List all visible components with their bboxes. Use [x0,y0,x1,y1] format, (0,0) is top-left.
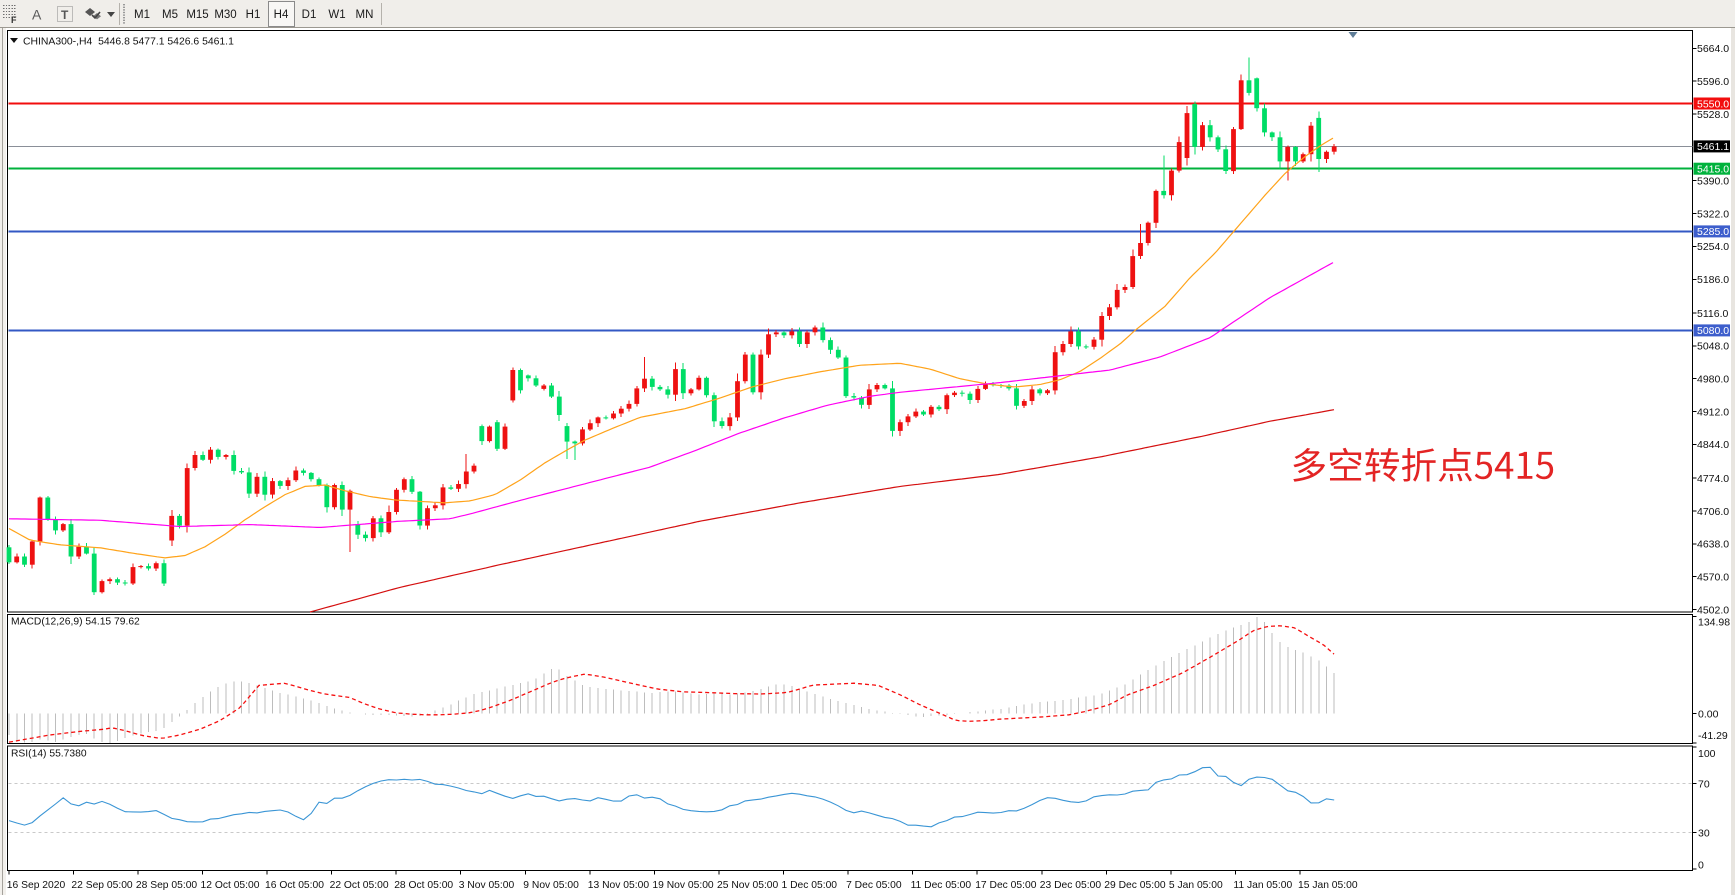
svg-text:70: 70 [1698,779,1710,791]
svg-text:11 Dec 05:00: 11 Dec 05:00 [911,880,972,891]
svg-text:28 Oct 05:00: 28 Oct 05:00 [394,880,453,891]
svg-text:4638.0: 4638.0 [1697,539,1729,551]
svg-text:5550.0: 5550.0 [1697,98,1729,110]
svg-text:9 Nov 05:00: 9 Nov 05:00 [523,880,579,891]
svg-text:5461.1: 5461.1 [1697,141,1729,153]
svg-text:-41.29: -41.29 [1698,730,1728,742]
svg-text:4706.0: 4706.0 [1697,506,1729,518]
svg-text:H1: H1 [246,9,261,21]
svg-text:7 Dec 05:00: 7 Dec 05:00 [846,880,902,891]
svg-text:100: 100 [1698,748,1716,760]
svg-text:4980.0: 4980.0 [1697,374,1729,386]
svg-text:5415.0: 5415.0 [1697,164,1729,176]
svg-text:30: 30 [1698,827,1710,839]
svg-text:0: 0 [1698,860,1704,872]
svg-text:5322.0: 5322.0 [1697,208,1729,220]
svg-text:29 Dec 05:00: 29 Dec 05:00 [1104,880,1166,891]
svg-text:D1: D1 [302,9,317,21]
svg-text:3 Nov 05:00: 3 Nov 05:00 [459,880,515,891]
svg-text:23 Dec 05:00: 23 Dec 05:00 [1040,880,1102,891]
svg-text:5186.0: 5186.0 [1697,274,1729,286]
svg-text:28 Sep 05:00: 28 Sep 05:00 [136,880,198,891]
svg-text:4570.0: 4570.0 [1697,572,1729,584]
svg-text:5528.0: 5528.0 [1697,109,1729,121]
svg-text:0.00: 0.00 [1698,708,1719,720]
svg-text:12 Oct 05:00: 12 Oct 05:00 [201,880,260,891]
svg-text:5664.0: 5664.0 [1697,43,1729,55]
svg-text:RSI(14) 55.7380: RSI(14) 55.7380 [11,749,87,760]
svg-text:H4: H4 [274,9,289,21]
svg-text:M5: M5 [162,9,178,21]
svg-text:16 Oct 05:00: 16 Oct 05:00 [265,880,324,891]
svg-text:5116.0: 5116.0 [1697,308,1728,320]
svg-text:4912.0: 4912.0 [1697,406,1729,418]
svg-text:T: T [61,8,69,22]
svg-text:W1: W1 [328,9,345,21]
svg-text:5596.0: 5596.0 [1697,76,1729,88]
svg-text:A: A [32,7,42,23]
svg-text:5 Jan 05:00: 5 Jan 05:00 [1169,880,1223,891]
svg-text:15 Jan 05:00: 15 Jan 05:00 [1298,880,1358,891]
svg-text:16 Sep 2020: 16 Sep 2020 [7,880,66,891]
svg-text:5254.0: 5254.0 [1697,241,1729,253]
svg-text:5048.0: 5048.0 [1697,341,1729,353]
svg-text:11 Jan 05:00: 11 Jan 05:00 [1233,880,1292,891]
svg-text:4844.0: 4844.0 [1697,439,1729,451]
svg-text:5080.0: 5080.0 [1697,325,1729,337]
svg-text:13 Nov 05:00: 13 Nov 05:00 [588,880,650,891]
svg-text:M1: M1 [134,9,150,21]
svg-text:4502.0: 4502.0 [1697,604,1729,616]
svg-text:5390.0: 5390.0 [1697,176,1729,188]
svg-text:19 Nov 05:00: 19 Nov 05:00 [652,880,714,891]
svg-text:CHINA300-,H4 5446.8 5477.1 54: CHINA300-,H4 5446.8 5477.1 5426.6 5461.1 [23,36,234,47]
svg-text:1 Dec 05:00: 1 Dec 05:00 [782,880,838,891]
svg-text:134.98: 134.98 [1698,617,1730,629]
svg-text:F: F [11,15,17,25]
svg-text:17 Dec 05:00: 17 Dec 05:00 [975,880,1037,891]
svg-text:22 Sep 05:00: 22 Sep 05:00 [71,880,133,891]
svg-text:22 Oct 05:00: 22 Oct 05:00 [330,880,389,891]
svg-text:5285.0: 5285.0 [1697,226,1729,238]
svg-text:4774.0: 4774.0 [1697,473,1729,485]
svg-text:25 Nov 05:00: 25 Nov 05:00 [717,880,779,891]
svg-text:M30: M30 [214,9,236,21]
svg-text:MN: MN [356,9,374,21]
svg-text:MACD(12,26,9) 54.15 79.62: MACD(12,26,9) 54.15 79.62 [11,617,140,628]
svg-text:M15: M15 [186,9,208,21]
